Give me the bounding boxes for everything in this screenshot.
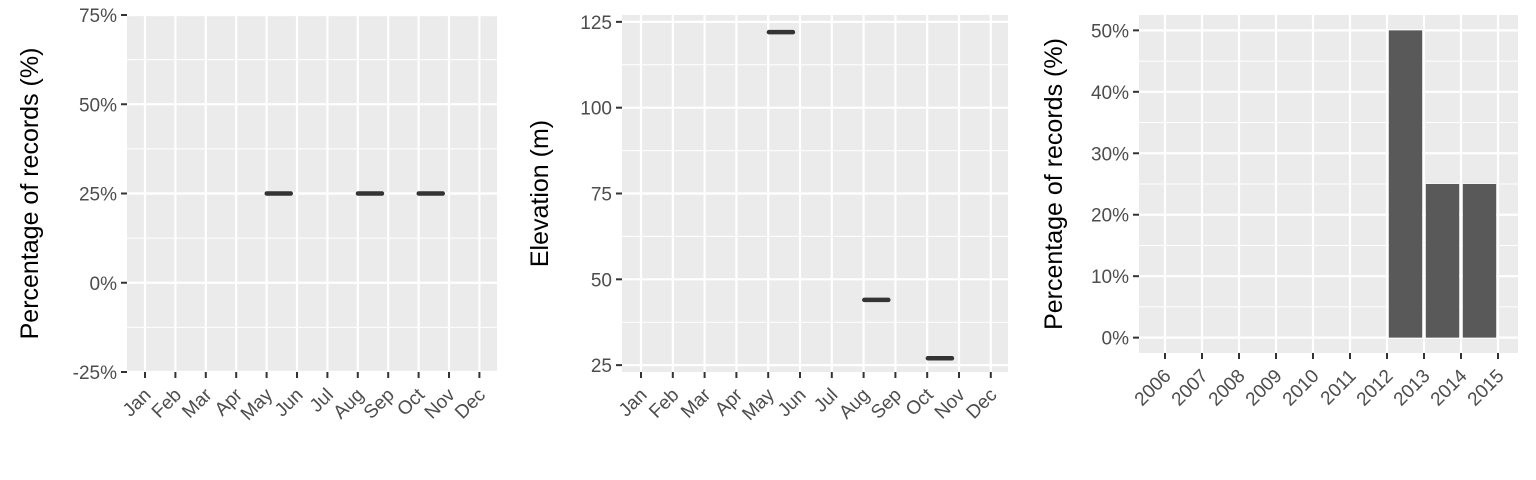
x-tick-label: Oct (393, 384, 429, 420)
x-tick-label: Jan (119, 385, 156, 422)
x-tick-label: 2006 (1131, 366, 1176, 411)
bar (1425, 184, 1460, 338)
x-tick-label: Mar (677, 384, 715, 422)
x-tick-label: Nov (931, 384, 970, 423)
x-tick-label: Dec (451, 385, 490, 424)
x-tick-label: 2009 (1242, 366, 1287, 411)
x-tick-label: 2010 (1279, 366, 1324, 411)
bar (1388, 30, 1423, 338)
x-tick-label: Jan (615, 385, 652, 422)
x-tick-label: 2015 (1464, 366, 1509, 411)
y-tick-label: 75 (591, 185, 612, 206)
y-tick-label: 10% (1091, 267, 1129, 288)
y-tick-label: 0% (1102, 329, 1130, 350)
x-tick-label: Jun (271, 385, 308, 422)
y-axis-title: Percentage of records (%) (16, 48, 44, 340)
x-tick-label: 2014 (1427, 365, 1472, 410)
x-tick-label: Sep (360, 385, 399, 424)
y-tick-label: 25% (79, 185, 117, 206)
x-tick-label: Aug (835, 385, 874, 424)
x-tick-label: Nov (421, 384, 460, 423)
x-tick-label: 2008 (1205, 366, 1250, 411)
y-tick-label: 100 (580, 99, 612, 120)
y-tick-label: 40% (1091, 83, 1129, 104)
y-tick-label: 75% (79, 6, 117, 27)
x-tick-label: May (738, 384, 779, 425)
panel-month-percentage: -25%0%25%50%75%JanFebMarAprMayJunJulAugS… (16, 6, 497, 425)
x-tick-label: Oct (902, 384, 938, 420)
x-tick-label: Feb (148, 385, 186, 423)
x-tick-label: Mar (178, 384, 216, 422)
x-tick-label: 2012 (1353, 366, 1398, 411)
y-tick-label: 25 (591, 356, 612, 377)
y-axis-title: Percentage of records (%) (1040, 38, 1068, 330)
y-axis-title: Elevation (m) (526, 120, 554, 267)
x-tick-label: 2007 (1168, 366, 1213, 411)
x-tick-label: Dec (963, 385, 1002, 424)
y-tick-label: 50% (1091, 21, 1129, 42)
x-tick-label: 2013 (1390, 366, 1435, 411)
x-tick-label: Jun (774, 385, 811, 422)
y-tick-label: 50% (79, 95, 117, 116)
x-tick-label: Aug (330, 385, 369, 424)
panel-year-percentage: 0%10%20%30%40%50%20062007200820092010201… (1040, 15, 1518, 410)
x-tick-label: Apr (711, 384, 747, 420)
x-tick-label: Sep (867, 385, 906, 424)
y-tick-label: 30% (1091, 144, 1129, 165)
y-tick-label: -25% (73, 363, 117, 384)
y-tick-label: 0% (90, 274, 118, 295)
y-tick-label: 125 (580, 13, 612, 34)
y-tick-label: 20% (1091, 206, 1129, 227)
x-tick-label: Feb (645, 385, 683, 423)
x-tick-label: 2011 (1317, 366, 1361, 410)
bar (1462, 184, 1497, 338)
y-tick-label: 50 (591, 270, 612, 291)
